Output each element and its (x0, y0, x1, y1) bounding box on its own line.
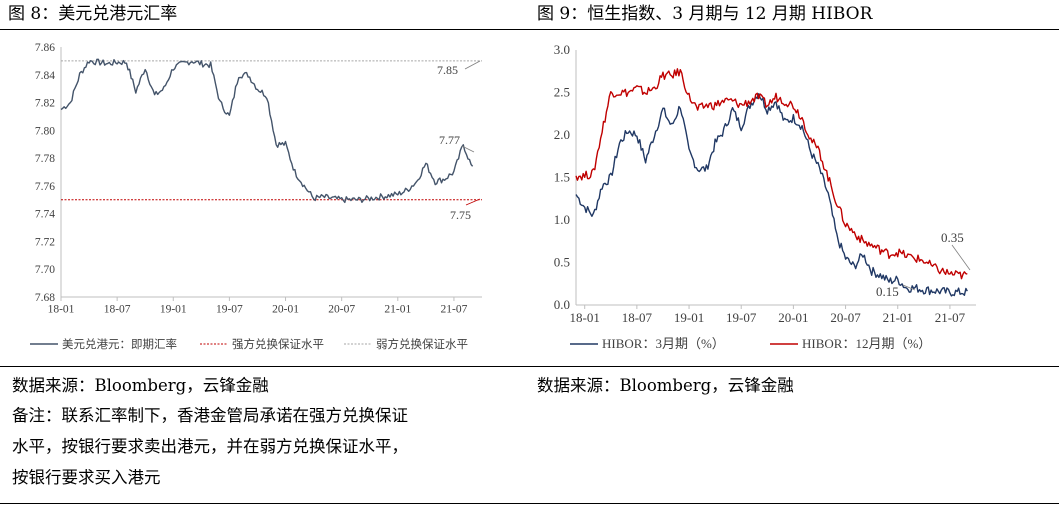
left-y-tick-label: 7.86 (35, 42, 55, 54)
middle-rule (0, 366, 1059, 367)
left-y-tick-label: 7.76 (35, 181, 55, 193)
right-x-tick-label: 20-07 (830, 310, 861, 325)
right-source: 数据来源：Bloomberg，云锋金融 (537, 376, 794, 395)
left-legend: 美元兑港元：即期汇率 强方兑换保证水平 弱方兑换保证水平 (30, 337, 468, 351)
usd-hkd-chart: 7.68 7.70 7.72 7.74 7.76 7.78 7.80 7.82 7.84 7.86… (30, 42, 482, 351)
left-note-line-3: 按银行要求买入港元 (12, 468, 161, 487)
right-y-tick-label: 1.5 (554, 170, 570, 185)
left-y-tick-label: 7.74 (35, 209, 55, 221)
right-y-tick-label: 1.0 (554, 212, 570, 227)
right-y-tick-label: 0.0 (554, 297, 570, 312)
right-y-tick-label: 3.0 (554, 42, 570, 57)
annotation-775: 7.75 (450, 208, 471, 222)
left-y-tick-labels: 7.68 7.70 7.72 7.74 7.76 7.78 7.80 7.82 7.84 7.86 (35, 42, 55, 304)
legend-label-spot-rate: 美元兑港元：即期汇率 (62, 337, 177, 351)
left-x-tick-label: 18-07 (104, 304, 131, 316)
legend-label-weak-side: 弱方兑换保证水平 (376, 337, 468, 351)
left-axes (60, 47, 482, 301)
left-x-tick-label: 20-07 (328, 304, 355, 316)
right-x-tick-label: 18-01 (570, 310, 600, 325)
annotation-leader-777 (461, 145, 475, 153)
right-y-tick-label: 2.0 (554, 127, 570, 142)
left-x-tick-label: 21-07 (441, 304, 468, 316)
right-y-tick-label: 2.5 (554, 85, 570, 100)
left-x-tick-label: 19-07 (216, 304, 243, 316)
annotation-leader-015 (902, 284, 916, 291)
left-y-tick-label: 7.82 (35, 98, 55, 110)
right-x-tick-label: 18-07 (622, 310, 653, 325)
right-axes (575, 50, 976, 309)
left-series (60, 58, 474, 204)
left-figure-title: 图 8：美元兑港元汇率 (8, 4, 178, 24)
right-series (575, 68, 968, 297)
left-y-tick-label: 7.72 (35, 236, 55, 248)
left-x-tick-label: 20-01 (272, 304, 299, 316)
right-annotations: 0.35 0.15 (876, 230, 971, 299)
left-y-tick-label: 7.68 (35, 292, 55, 304)
annotation-leader-035 (951, 244, 971, 271)
right-x-tick-labels: 18-01 18-07 19-01 19-07 20-01 20-07 21-01 21-07 (570, 310, 966, 325)
right-series-line-1 (575, 68, 968, 280)
left-note-line-2: 水平，按银行要求卖出港元，并在弱方兑换保证水平， (12, 437, 408, 456)
left-reference-lines (61, 60, 482, 201)
bottom-rule (0, 503, 1059, 504)
left-note-line-1: 备注：联系汇率制下，香港金管局承诺在强方兑换保证 (12, 406, 408, 425)
left-y-tick-label: 7.84 (35, 70, 55, 82)
right-legend: HIBOR：3月期（%） HIBOR：12月期（%） (570, 336, 931, 351)
right-x-tick-label: 20-01 (778, 310, 808, 325)
right-x-tick-label: 21-07 (935, 310, 966, 325)
left-x-tick-label: 21-01 (384, 304, 411, 316)
right-x-tick-label: 19-07 (726, 310, 757, 325)
right-y-tick-label: 0.5 (554, 255, 570, 270)
left-annotations: 7.85 7.77 7.75 (437, 60, 481, 222)
right-y-tick-labels: 0.0 0.5 1.0 1.5 2.0 2.5 3.0 (554, 42, 570, 312)
annotation-leader-785 (464, 60, 481, 70)
annotation-785: 7.85 (437, 63, 458, 77)
left-x-tick-labels: 18-01 18-07 19-01 19-07 20-01 20-07 21-01 21-07 (48, 304, 468, 316)
left-y-tick-label: 7.78 (35, 153, 55, 165)
annotation-leader-775 (465, 198, 481, 206)
annotation-015: 0.15 (876, 284, 899, 299)
right-x-tick-label: 21-01 (883, 310, 913, 325)
annotation-035: 0.35 (941, 230, 964, 245)
left-source: 数据来源：Bloomberg，云锋金融 (12, 376, 269, 395)
hibor-chart: 0.0 0.5 1.0 1.5 2.0 2.5 3.0 18-01 18-07 19-01 19-… (554, 42, 976, 351)
left-y-tick-label: 7.70 (35, 264, 55, 276)
annotation-777: 7.77 (439, 133, 460, 147)
legend-label-strong-side: 强方兑换保证水平 (232, 337, 324, 351)
left-x-tick-label: 19-01 (160, 304, 187, 316)
legend-label-hibor-3m: HIBOR：3月期（%） (602, 336, 725, 351)
legend-label-hibor-12m: HIBOR：12月期（%） (802, 336, 931, 351)
left-x-tick-label: 18-01 (48, 304, 75, 316)
right-figure-title: 图 9：恒生指数、3 月期与 12 月期 HIBOR (537, 4, 873, 24)
left-series-line-0 (60, 58, 474, 204)
right-x-tick-label: 19-01 (674, 310, 704, 325)
top-rule (0, 29, 1059, 30)
right-series-line-0 (575, 93, 968, 297)
left-y-tick-label: 7.80 (35, 125, 55, 137)
